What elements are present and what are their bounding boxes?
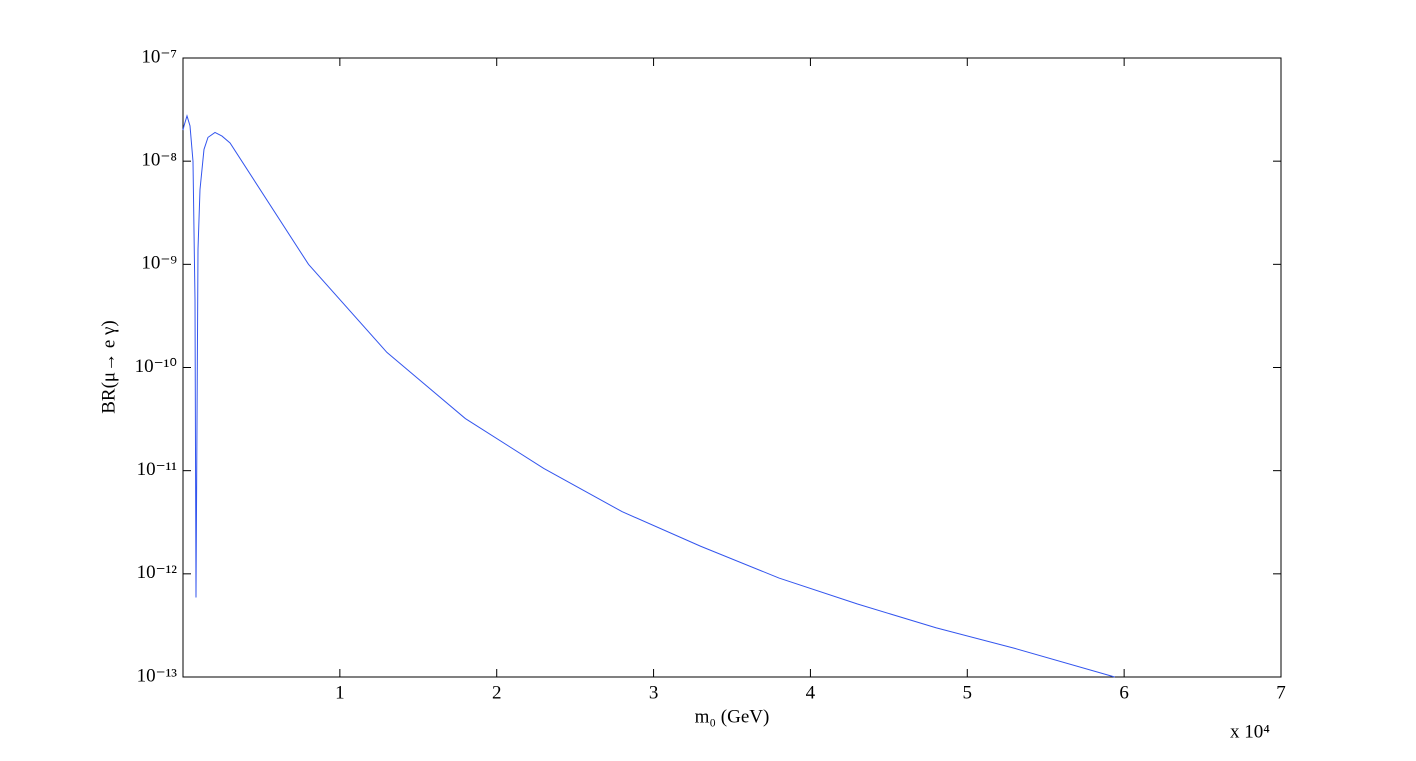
plot-frame: [182, 57, 1282, 678]
y-tick-label: 10⁻⁷: [141, 46, 177, 67]
x-tick-label: 6: [1119, 682, 1129, 703]
x-tick-label: 3: [649, 682, 659, 703]
x-tick-label: 5: [963, 682, 973, 703]
y-tick-label: 10⁻⁸: [141, 150, 177, 171]
x-tick-label: 7: [1276, 682, 1286, 703]
x-tick-label: 1: [335, 682, 345, 703]
y-tick-label: 10⁻¹³: [137, 665, 178, 686]
y-tick-label: 10⁻¹²: [137, 562, 178, 583]
x-multiplier: x 10⁴: [1230, 721, 1270, 742]
y-axis-label: BR(μ→ e γ): [98, 320, 119, 414]
y-tick-label: 10⁻¹¹: [137, 459, 178, 480]
data-line: [182, 114, 1115, 678]
x-axis-label: m₀ (GeV): [695, 706, 770, 727]
x-tick-label: 2: [492, 682, 502, 703]
y-tick-label: 10⁻¹⁰: [135, 356, 177, 377]
x-tick-label: 4: [806, 682, 816, 703]
y-tick-label: 10⁻⁹: [141, 253, 177, 274]
